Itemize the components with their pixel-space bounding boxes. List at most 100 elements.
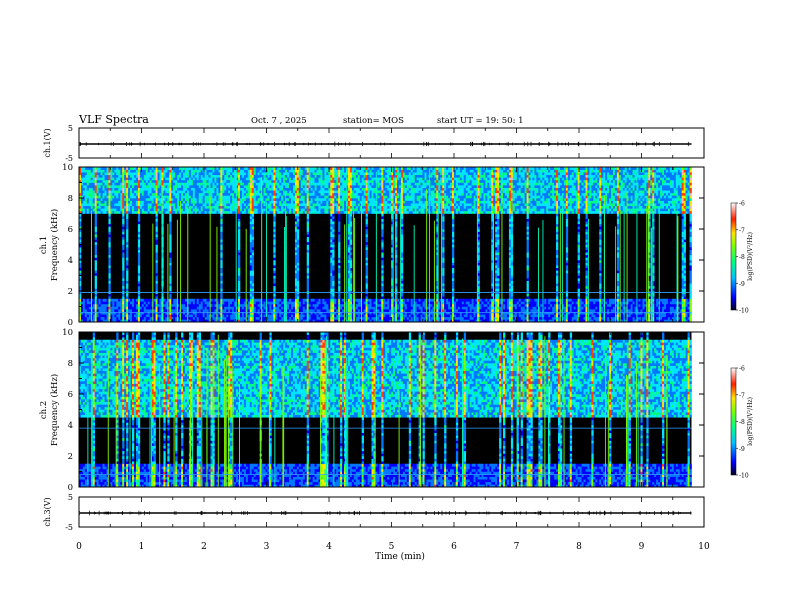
ch1-cell xyxy=(289,309,292,312)
ch1-cell xyxy=(108,303,111,307)
ch1-cell xyxy=(206,319,209,323)
ch1-cell xyxy=(110,169,113,173)
ch1-cell xyxy=(177,198,180,201)
ch1-cell xyxy=(137,221,141,225)
ch1-cell xyxy=(277,187,280,191)
ch1-cell xyxy=(353,208,357,212)
ch1-cell xyxy=(202,303,205,307)
ch1-cell xyxy=(155,254,158,258)
ch1-cell xyxy=(239,182,243,186)
ch1-cell xyxy=(126,296,129,300)
ch1-cell xyxy=(157,314,160,318)
ch1-cell xyxy=(135,174,139,178)
ch1-cell xyxy=(332,192,335,196)
ch1-cell xyxy=(175,303,178,307)
ch1-cell xyxy=(273,275,276,279)
ch1-cell xyxy=(359,319,362,323)
ch1-cell xyxy=(338,205,341,209)
ch1-cell xyxy=(304,198,308,201)
ch1-cell xyxy=(94,278,97,281)
ch1-cell xyxy=(155,293,158,297)
ch1-cell xyxy=(167,182,170,186)
ch1-cell xyxy=(173,301,176,305)
ch1-cell xyxy=(171,187,174,191)
ch1-cell xyxy=(320,309,323,312)
ch1-cell xyxy=(124,301,127,305)
ch1-cell xyxy=(171,185,174,188)
ch1-cell xyxy=(88,314,92,318)
ch1-cell xyxy=(312,319,315,323)
ch1-cell xyxy=(192,177,196,181)
ch1-cell xyxy=(269,192,272,196)
ch1-cell xyxy=(220,267,223,271)
ch1-cell xyxy=(361,208,364,212)
ch1-cell xyxy=(94,319,97,323)
ch1-cell xyxy=(163,182,166,186)
ch1-cell xyxy=(298,179,302,183)
ch1-cell xyxy=(112,198,115,201)
ch1-cell xyxy=(324,203,327,207)
ch1-cell xyxy=(169,247,172,250)
ch1-cell xyxy=(328,185,331,188)
ch1-cell xyxy=(137,265,141,269)
ch1-cell xyxy=(226,190,229,194)
ch1-cell xyxy=(349,296,353,300)
ch1-cell xyxy=(238,241,241,245)
ch1-cell xyxy=(259,298,262,302)
ch1-cell xyxy=(218,174,221,178)
ch1-cell xyxy=(306,301,309,305)
ch1-cell xyxy=(281,177,284,181)
ch1-cell xyxy=(296,303,300,307)
ch1-cell xyxy=(241,190,245,194)
ch1-cell xyxy=(336,319,339,323)
ch1-cell xyxy=(141,311,145,315)
ch1-cell xyxy=(243,309,247,312)
ch1-cell xyxy=(338,267,341,271)
ch1-cell xyxy=(82,203,86,207)
ch1-cell xyxy=(128,319,131,323)
ch1-cell xyxy=(367,169,370,173)
ch1-cell xyxy=(118,185,121,188)
ch1-cell xyxy=(206,301,209,305)
ch1-cell xyxy=(259,172,262,176)
ch1-cell xyxy=(338,198,341,201)
ch1-cell xyxy=(245,179,249,183)
ch1-cell xyxy=(135,182,139,186)
ch1-cell xyxy=(241,203,245,207)
ch1-cell xyxy=(353,195,357,199)
ch1-cell xyxy=(238,229,241,232)
ch1-cell xyxy=(322,179,325,183)
ch1-cell xyxy=(98,200,101,204)
ch1-cell xyxy=(135,195,139,199)
ch1-cell xyxy=(251,234,255,238)
ch1-cell xyxy=(130,301,133,305)
ch1-cell xyxy=(234,316,237,320)
ch1-cell xyxy=(234,301,237,305)
ch1-cell xyxy=(137,275,141,279)
ch1-cell xyxy=(308,174,311,178)
ch1-cell xyxy=(324,316,327,320)
ch1-cell xyxy=(126,241,129,245)
ch1-cell xyxy=(147,190,150,194)
ch1-cell xyxy=(312,303,315,307)
ch1-cell xyxy=(198,319,202,323)
ch1-cell xyxy=(133,208,137,212)
ch1-cell xyxy=(247,187,251,191)
ch1-cell xyxy=(222,203,225,207)
ch1-cell xyxy=(312,314,315,318)
ch1-cell xyxy=(302,210,306,214)
ch1-cell xyxy=(206,179,209,183)
ch1-cell xyxy=(259,316,262,320)
ch1-cell xyxy=(349,218,353,222)
ch1-cell xyxy=(249,254,253,258)
ch1-cell xyxy=(200,182,203,186)
ch1-cell xyxy=(253,187,256,191)
ch1-cell xyxy=(361,319,364,323)
ch1-cell xyxy=(208,309,211,312)
ch1-cell xyxy=(114,187,117,191)
ch1-cell xyxy=(82,301,86,305)
ch1-cell xyxy=(314,190,317,194)
ch1-cell xyxy=(277,311,280,315)
ch1-cell xyxy=(261,185,264,188)
ch1-cell xyxy=(167,205,170,209)
